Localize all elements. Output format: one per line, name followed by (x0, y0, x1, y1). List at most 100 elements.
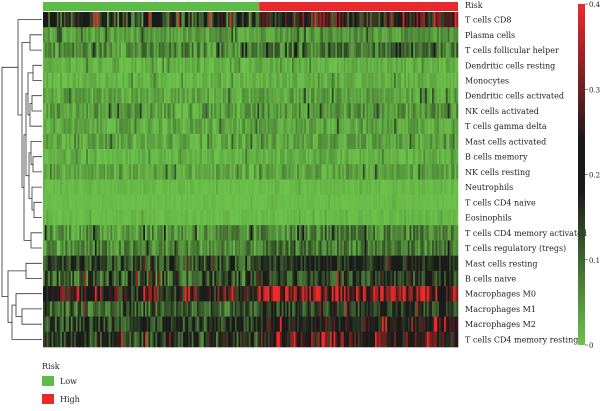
heatmap-cell (158, 164, 161, 180)
heatmap-cell (56, 118, 59, 135)
heatmap-cell (435, 286, 438, 302)
heatmap-cell (186, 301, 189, 317)
heatmap-cell (298, 225, 301, 241)
heatmap-cell (411, 209, 414, 226)
heatmap-cell (183, 286, 186, 302)
heatmap-cell (84, 209, 87, 226)
heatmap-cell (210, 12, 213, 28)
heatmap-cell (357, 27, 360, 43)
heatmap-cell (177, 316, 180, 333)
heatmap-cell (409, 301, 412, 317)
heatmap-cell (189, 255, 193, 272)
heatmap-cell (51, 103, 54, 119)
heatmap-cell (209, 255, 212, 272)
heatmap-cell (165, 118, 168, 135)
heatmap-cell (205, 12, 208, 28)
heatmap-cell (326, 133, 329, 150)
heatmap-cell (58, 164, 61, 180)
heatmap-cell (400, 209, 403, 226)
heatmap-cell (402, 179, 405, 196)
heatmap-cell (139, 103, 142, 119)
heatmap-cell (236, 12, 239, 28)
heatmap-cell (209, 149, 212, 165)
heatmap-cell (366, 179, 369, 196)
heatmap-cell (267, 286, 270, 302)
heatmap-cell (196, 194, 199, 211)
heatmap-cell (94, 103, 97, 119)
heatmap-cell (311, 270, 314, 287)
heatmap-cell (134, 164, 137, 180)
heatmap-cell (286, 12, 289, 28)
heatmap-cell (176, 240, 179, 256)
heatmap-cell (241, 255, 244, 272)
heatmap-cell (188, 270, 191, 287)
heatmap-cell (260, 57, 263, 74)
heatmap-cell (172, 270, 175, 287)
heatmap-cell (209, 301, 212, 317)
heatmap-cell (79, 57, 82, 74)
heatmap-cell (433, 42, 436, 58)
heatmap-cell (385, 286, 388, 302)
heatmap-cell (207, 164, 210, 180)
heatmap-cell (369, 27, 372, 43)
heatmap-cell (452, 72, 455, 89)
heatmap-cell (170, 255, 173, 272)
heatmap-cell (221, 316, 224, 333)
heatmap-cell (383, 27, 386, 43)
heatmap-cell (248, 286, 251, 302)
heatmap-cell (364, 240, 367, 256)
heatmap-cell (51, 27, 54, 43)
heatmap-cell (283, 255, 286, 272)
heatmap-cell (106, 149, 110, 165)
heatmap-cell (248, 164, 251, 180)
heatmap-cell (134, 57, 137, 74)
heatmap-cell (428, 209, 431, 226)
heatmap-cell (243, 164, 246, 180)
heatmap-cell (380, 149, 383, 165)
heatmap-cell (77, 103, 80, 119)
heatmap-cell (240, 103, 243, 119)
heatmap-cell (383, 103, 386, 119)
heatmap-cell (157, 118, 160, 135)
heatmap-cell (252, 118, 255, 135)
heatmap-cell (164, 88, 167, 104)
heatmap-cell (82, 225, 85, 241)
heatmap-cell (189, 301, 193, 317)
heatmap-cell (298, 27, 301, 43)
heatmap-cell (388, 133, 391, 150)
heatmap-cell (340, 164, 343, 180)
heatmap-cell (129, 301, 132, 317)
heatmap-cell (176, 209, 179, 226)
heatmap-cell (75, 179, 78, 196)
heatmap-cell (262, 270, 265, 287)
heatmap-cell (74, 240, 77, 256)
heatmap-cell (440, 270, 443, 287)
heatmap-cell (413, 179, 416, 196)
heatmap-cell (143, 133, 146, 150)
heatmap-cell (209, 118, 212, 135)
heatmap-cell (186, 72, 189, 89)
heatmap-cell (347, 255, 350, 272)
heatmap-cell (269, 57, 272, 74)
heatmap-cell (385, 225, 388, 241)
heatmap-cell (221, 133, 224, 150)
heatmap-cell (222, 194, 225, 211)
heatmap-cell (131, 118, 134, 135)
heatmap-cell (113, 286, 116, 302)
heatmap-cell (324, 255, 327, 272)
heatmap-cell (342, 72, 345, 89)
heatmap-cell (91, 255, 94, 272)
heatmap-cell (189, 240, 193, 256)
heatmap-cell (98, 149, 101, 165)
heatmap-cell (87, 286, 90, 302)
heatmap-cell (231, 225, 234, 241)
heatmap-cell (209, 88, 212, 104)
heatmap-cell (271, 194, 274, 211)
heatmap-cell (350, 12, 353, 28)
heatmap-cell (210, 57, 213, 74)
heatmap-cell (157, 57, 160, 74)
heatmap-cell (124, 164, 127, 180)
heatmap-cell (388, 88, 391, 104)
heatmap-cell (233, 240, 236, 256)
heatmap-cell (444, 12, 447, 28)
